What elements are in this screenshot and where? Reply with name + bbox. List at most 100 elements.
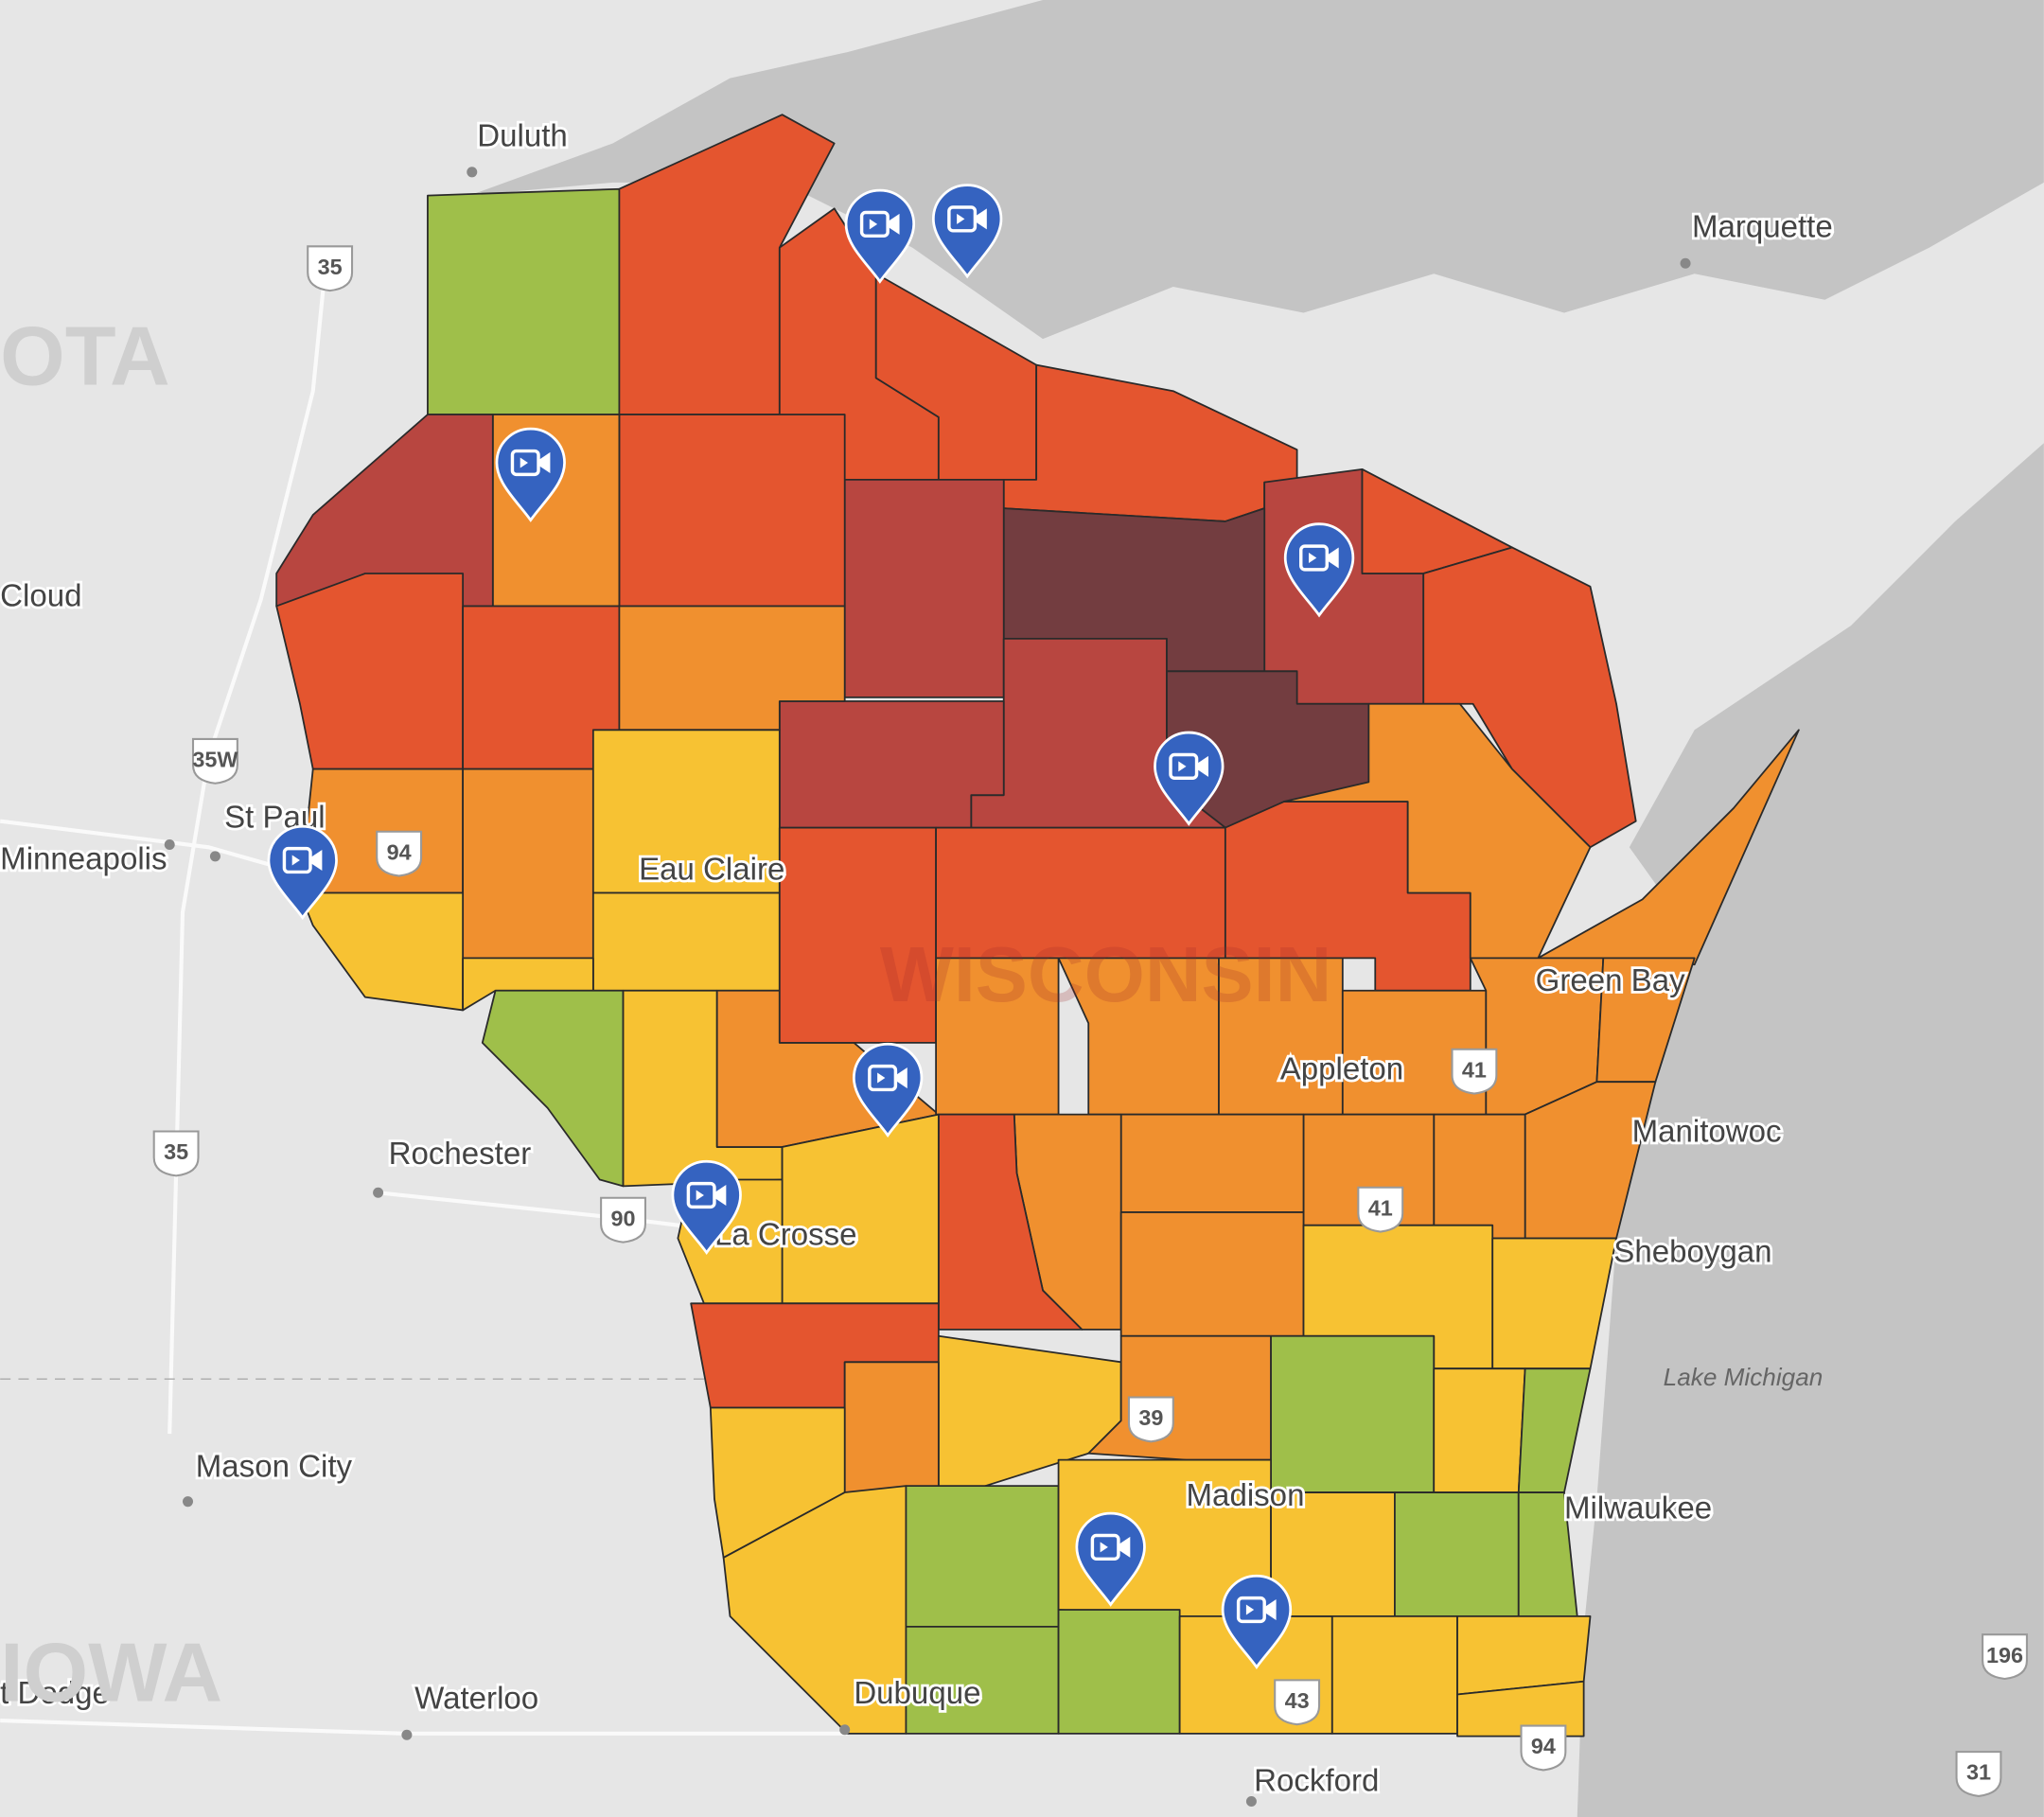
highway-shield bbox=[1520, 1724, 1567, 1772]
city-dot bbox=[839, 1724, 851, 1736]
camera-lens bbox=[538, 451, 551, 473]
county[interactable] bbox=[462, 767, 594, 960]
camera-pin[interactable] bbox=[852, 1042, 924, 1138]
camera-icon bbox=[1236, 1596, 1266, 1624]
county[interactable] bbox=[722, 1485, 907, 1735]
counties bbox=[275, 114, 1800, 1738]
city-label: WISCONSIN bbox=[880, 930, 1331, 1018]
city-dot bbox=[1245, 1795, 1257, 1807]
play-icon bbox=[1309, 552, 1317, 564]
highway-number: 35 bbox=[164, 1139, 188, 1164]
camera-lens bbox=[309, 850, 323, 872]
county[interactable] bbox=[1330, 1614, 1458, 1735]
camera-lens bbox=[714, 1184, 727, 1207]
highway-number: 39 bbox=[1138, 1405, 1163, 1430]
play-icon bbox=[1178, 761, 1187, 772]
city-dot bbox=[373, 1187, 384, 1198]
camera-lens bbox=[888, 213, 900, 235]
highway-shield bbox=[376, 830, 423, 877]
camera-pin[interactable] bbox=[931, 184, 1003, 279]
camera-lens bbox=[975, 208, 987, 230]
highway-shield bbox=[1357, 1186, 1404, 1233]
highway-number: 94 bbox=[387, 839, 412, 864]
camera-pin[interactable] bbox=[1154, 731, 1225, 826]
highway-shield bbox=[1955, 1751, 2002, 1798]
camera-pin[interactable] bbox=[1075, 1511, 1146, 1607]
highway-shield bbox=[1127, 1396, 1174, 1443]
city-dot bbox=[209, 851, 220, 862]
camera-pin[interactable] bbox=[267, 824, 338, 921]
highway-number: 31 bbox=[1966, 1760, 1991, 1785]
highway-number: 90 bbox=[611, 1206, 636, 1230]
highway-shield bbox=[191, 737, 238, 785]
state-label: OTA bbox=[0, 309, 169, 402]
highway-shield bbox=[152, 1130, 200, 1177]
camera-pin[interactable] bbox=[495, 427, 566, 522]
city-label: Mason City bbox=[196, 1450, 353, 1485]
lake-superior bbox=[469, 0, 2044, 340]
city-dot bbox=[1680, 257, 1691, 269]
city-label: Lake Michigan bbox=[1664, 1363, 1824, 1391]
county[interactable] bbox=[1394, 1491, 1520, 1617]
highway-shield bbox=[1274, 1679, 1321, 1726]
play-icon bbox=[957, 213, 965, 224]
city-label: Cloud bbox=[0, 578, 81, 613]
city-label: Rockford bbox=[1254, 1763, 1379, 1798]
county[interactable] bbox=[1270, 1334, 1436, 1493]
city-label: Minneapolis bbox=[0, 842, 167, 877]
play-icon bbox=[877, 1072, 886, 1084]
county[interactable] bbox=[299, 891, 465, 1012]
county[interactable] bbox=[843, 478, 1005, 698]
camera-pin[interactable] bbox=[1221, 1574, 1293, 1669]
camera-pin[interactable] bbox=[1283, 522, 1355, 618]
camera-lens bbox=[1264, 1598, 1277, 1621]
county[interactable] bbox=[591, 891, 781, 992]
play-icon bbox=[520, 457, 528, 468]
highway-shield bbox=[1451, 1048, 1498, 1095]
city-label: Marquette bbox=[1692, 210, 1833, 245]
play-icon bbox=[696, 1190, 704, 1201]
highway-number: 41 bbox=[1462, 1057, 1487, 1082]
camera-pin[interactable] bbox=[671, 1159, 742, 1255]
city-label: t Dodge bbox=[0, 1676, 110, 1711]
county[interactable] bbox=[1456, 1680, 1585, 1738]
city-label: Madison bbox=[1187, 1478, 1305, 1513]
city-label: Waterloo bbox=[414, 1682, 538, 1717]
city-dot bbox=[164, 839, 175, 851]
camera-lens bbox=[1327, 547, 1339, 569]
highway-number: 35 bbox=[318, 255, 343, 279]
lake-michigan bbox=[1577, 443, 2044, 1817]
state-label: IOWA bbox=[0, 1625, 222, 1719]
highway-shield bbox=[600, 1196, 646, 1244]
city-dot bbox=[467, 167, 478, 178]
camera-lens bbox=[1118, 1536, 1131, 1558]
county[interactable] bbox=[1119, 1113, 1305, 1213]
city-dot bbox=[401, 1729, 413, 1740]
county[interactable] bbox=[778, 826, 937, 1044]
highway-number: 35W bbox=[192, 748, 238, 772]
county[interactable] bbox=[1119, 1211, 1305, 1337]
play-icon bbox=[869, 219, 878, 230]
highway-shield bbox=[1982, 1633, 2028, 1681]
county[interactable] bbox=[1282, 702, 1592, 960]
county[interactable] bbox=[778, 700, 1005, 829]
county[interactable] bbox=[1433, 1113, 1526, 1240]
city-label: La Crosse bbox=[714, 1217, 857, 1252]
city-label: Manitowoc bbox=[1632, 1115, 1782, 1150]
city-label: Eau Claire bbox=[639, 853, 784, 888]
county[interactable] bbox=[781, 1113, 940, 1305]
county[interactable] bbox=[905, 1485, 1060, 1628]
county[interactable] bbox=[1433, 1367, 1526, 1493]
highway-number: 94 bbox=[1531, 1734, 1556, 1758]
highway-number: 41 bbox=[1368, 1195, 1393, 1220]
county[interactable] bbox=[618, 414, 846, 608]
highway-number: 43 bbox=[1285, 1688, 1310, 1713]
camera-pin[interactable] bbox=[844, 188, 916, 284]
county[interactable] bbox=[1057, 1609, 1181, 1735]
play-icon bbox=[1245, 1604, 1255, 1615]
county[interactable] bbox=[843, 1361, 940, 1493]
county[interactable] bbox=[427, 187, 621, 415]
